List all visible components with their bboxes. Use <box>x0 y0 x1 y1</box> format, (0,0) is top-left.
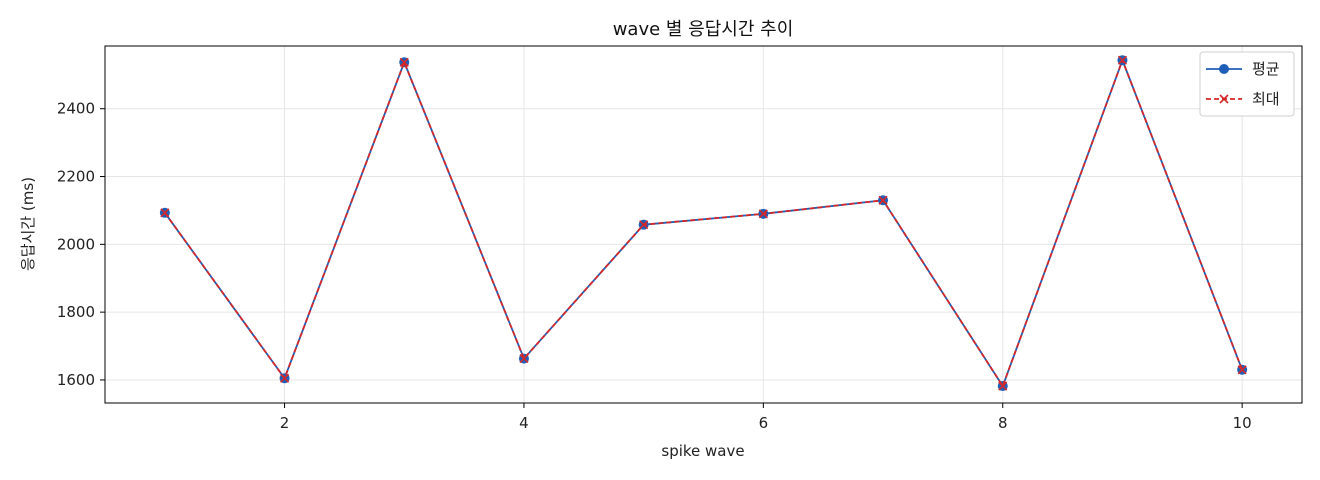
data-point-max <box>279 373 290 383</box>
legend-marker-x <box>1219 94 1229 104</box>
grid <box>105 46 1302 403</box>
x-tick-label: 6 <box>759 414 769 432</box>
x-tick-label: 2 <box>280 414 290 432</box>
axis-ticks: 2 4 6 8 10 1600 1800 2000 2200 2400 <box>57 100 1252 432</box>
x-marker-stroke <box>758 209 768 219</box>
legend-box <box>1199 51 1295 117</box>
y-tick-label: 2200 <box>57 168 95 186</box>
x-marker-stroke <box>1237 365 1247 375</box>
data-point-max <box>1117 55 1128 65</box>
data-point-max <box>998 381 1008 391</box>
data-point-max <box>758 209 768 219</box>
y-tick-label: 1800 <box>57 303 95 321</box>
data-point-max <box>399 57 409 67</box>
legend-label: 최대 <box>1252 90 1280 108</box>
x-marker-stroke <box>878 195 888 205</box>
data-point-max <box>519 354 529 364</box>
x-marker-stroke <box>639 220 649 230</box>
data-point-max <box>639 220 649 230</box>
x-axis-title: spike wave <box>661 442 744 460</box>
legend-item-2: 최대 <box>1206 90 1280 108</box>
plot-area-frame <box>104 45 1303 404</box>
data-point-max <box>1237 365 1247 375</box>
legend-label: 평균 <box>1252 60 1280 78</box>
legend-item-1: 평균 <box>1206 60 1280 78</box>
series-line-2 <box>164 59 1243 387</box>
x-marker-stroke <box>998 381 1008 391</box>
x-marker-stroke <box>160 208 170 218</box>
chart-title: wave 별 응답시간 추이 <box>613 19 794 40</box>
data-point-max <box>160 208 170 218</box>
data-point-max <box>878 195 888 205</box>
y-tick-label: 2000 <box>57 235 95 253</box>
x-marker-stroke <box>1117 55 1128 65</box>
x-marker-stroke <box>519 354 529 364</box>
x-tick-label: 4 <box>519 414 529 432</box>
y-axis-title: 응답시간 (ms) <box>19 177 37 271</box>
x-marker-stroke <box>399 57 409 67</box>
x-tick-label: 10 <box>1233 414 1252 432</box>
series-layer <box>159 55 1248 392</box>
x-tick-label: 8 <box>998 414 1008 432</box>
legend-marker-circle <box>1219 64 1229 74</box>
y-tick-label: 2400 <box>57 100 95 118</box>
x-marker-stroke <box>279 373 290 383</box>
y-tick-label: 1600 <box>57 371 95 389</box>
